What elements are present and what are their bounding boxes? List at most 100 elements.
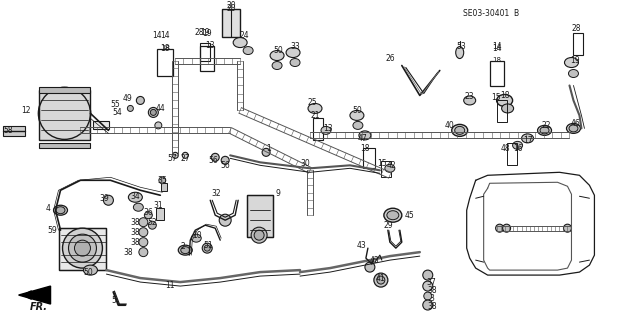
Bar [38,143,90,148]
Bar [162,183,167,191]
Text: 37: 37 [427,277,437,287]
Bar [497,100,507,123]
Text: 23: 23 [465,92,475,101]
Text: 59: 59 [48,226,57,235]
Bar [38,87,90,93]
Ellipse shape [56,207,65,214]
Text: 18: 18 [500,91,509,100]
Circle shape [139,238,148,247]
Circle shape [503,224,510,232]
Circle shape [424,292,432,300]
Text: 18: 18 [160,44,170,53]
Text: 15: 15 [491,93,500,102]
Circle shape [159,177,166,184]
Ellipse shape [144,212,152,219]
Text: 25: 25 [307,98,317,107]
Text: 26: 26 [385,54,394,63]
Text: 57: 57 [167,154,177,163]
Ellipse shape [502,104,514,113]
Text: 14: 14 [492,42,502,51]
Text: 9: 9 [276,189,281,198]
Ellipse shape [455,126,464,134]
Circle shape [563,224,572,232]
Bar [157,49,174,76]
Text: 50: 50 [83,268,93,276]
Bar [200,45,214,70]
Text: 20: 20 [227,4,236,13]
Ellipse shape [512,141,522,149]
Circle shape [262,148,270,156]
Ellipse shape [452,124,468,136]
Text: 35: 35 [158,176,167,185]
Circle shape [172,152,179,158]
Ellipse shape [270,51,284,60]
Circle shape [38,87,90,140]
Bar [313,118,323,140]
Text: 2: 2 [181,242,186,251]
Text: 28: 28 [572,24,581,33]
Ellipse shape [359,131,371,140]
Bar [200,43,210,60]
Ellipse shape [133,203,143,211]
Text: 13: 13 [323,124,333,133]
Text: 32: 32 [211,189,221,198]
Circle shape [155,122,162,129]
Text: 40: 40 [445,121,454,130]
Text: 12: 12 [21,106,30,115]
Text: 38: 38 [131,218,140,227]
Text: 30: 30 [300,159,310,168]
Text: 19: 19 [201,28,210,37]
Text: 56: 56 [220,161,230,170]
Text: 53: 53 [457,42,466,51]
Ellipse shape [569,125,578,132]
Text: 54: 54 [112,108,122,117]
Text: 56: 56 [208,156,218,165]
Ellipse shape [179,245,192,255]
Ellipse shape [308,103,322,113]
Text: 19: 19 [203,29,212,38]
Ellipse shape [385,164,395,172]
Circle shape [69,234,97,262]
Text: 14: 14 [153,31,162,40]
Ellipse shape [464,96,476,105]
Text: 18: 18 [161,44,170,51]
Text: 45: 45 [405,211,415,220]
Circle shape [150,109,156,116]
Circle shape [127,105,133,111]
Text: 21: 21 [310,111,320,120]
Bar [38,91,90,140]
Ellipse shape [497,94,512,107]
Ellipse shape [180,247,190,254]
Text: 41: 41 [376,274,386,283]
Ellipse shape [384,208,402,222]
Polygon shape [18,286,50,304]
Text: 51: 51 [203,241,213,250]
Ellipse shape [540,127,549,134]
Circle shape [211,153,219,161]
Ellipse shape [83,265,97,275]
Text: 29: 29 [383,221,392,230]
Text: 18: 18 [492,57,501,62]
Text: 38: 38 [427,285,437,295]
Circle shape [148,108,158,117]
Text: 18: 18 [360,144,370,153]
Ellipse shape [128,192,143,202]
Ellipse shape [286,48,300,58]
Ellipse shape [456,46,464,59]
Ellipse shape [569,69,579,77]
Circle shape [251,227,267,243]
Circle shape [254,230,264,240]
Text: 36: 36 [143,208,153,217]
Bar [381,161,391,177]
Circle shape [221,156,229,164]
Ellipse shape [290,59,300,67]
Circle shape [54,103,74,124]
Text: 11: 11 [165,281,175,290]
Text: 38: 38 [131,228,140,237]
Text: 58: 58 [4,126,13,135]
Bar [574,33,584,54]
Ellipse shape [191,234,201,242]
Text: 47: 47 [358,134,368,143]
Circle shape [204,245,210,251]
Text: 3: 3 [429,293,434,302]
